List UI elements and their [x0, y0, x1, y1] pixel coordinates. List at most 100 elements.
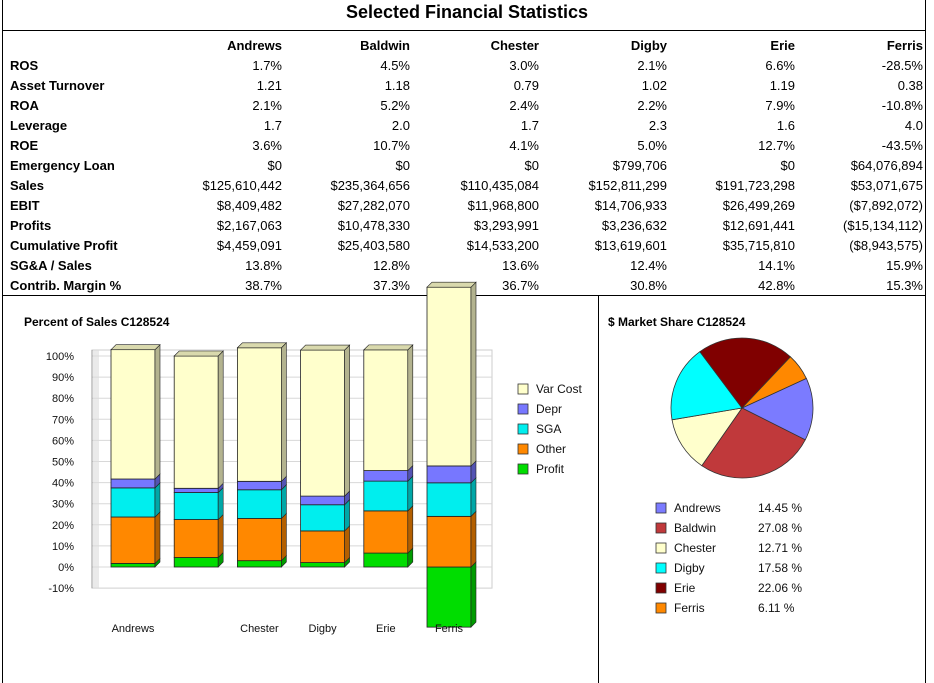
- bar-segment-other: [426, 515, 472, 568]
- pie-legend-label: Digby: [674, 561, 705, 575]
- pie-legend-swatch: [655, 502, 667, 514]
- bar-group-baldwin: [173, 350, 224, 568]
- bar-segment-side: [407, 505, 414, 554]
- bar-group-digby: [299, 344, 351, 568]
- y-tick-label: 100%: [46, 351, 74, 363]
- bar-segment-side: [154, 511, 161, 565]
- table-cell: $152,811,299: [588, 178, 667, 193]
- bar-segment-profit: [363, 552, 409, 568]
- legend-swatch: [517, 463, 529, 475]
- table-row: EBIT $8,409,482 $27,282,070 $11,968,800 $14,…: [10, 196, 923, 216]
- pie-legend-value: 14.45 %: [758, 501, 802, 515]
- bar-top: [236, 342, 288, 349]
- table-cell: $12,691,441: [722, 218, 795, 233]
- table-row: ROA 2.1% 5.2% 2.4% 2.2% 7.9% -10.8%: [10, 96, 923, 116]
- row-label: Asset Turnover: [10, 78, 105, 93]
- financial-stats-table: Andrews Baldwin Chester Digby Erie Ferri…: [10, 36, 923, 296]
- chart-divider: [598, 295, 599, 683]
- y-tick-label: 40%: [52, 478, 74, 490]
- table-cell: 0.38: [897, 78, 923, 93]
- table-cell: 15.9%: [886, 258, 923, 273]
- table-cell: 10.7%: [373, 138, 410, 153]
- x-tick-label: Ferris: [435, 623, 464, 635]
- bar-segment-side: [281, 484, 287, 520]
- bar-segment-side: [154, 482, 161, 518]
- title-divider: [2, 30, 926, 31]
- y-tick-label: 90%: [52, 372, 74, 384]
- bar-group-erie: [363, 344, 414, 568]
- table-cell: 4.5%: [380, 58, 410, 73]
- pie-legend-value: 17.58 %: [758, 561, 802, 575]
- bar-segment-other: [300, 530, 346, 563]
- table-cell: 5.0%: [637, 138, 667, 153]
- pie: [670, 337, 814, 479]
- table-cell: 13.6%: [502, 258, 539, 273]
- row-label: EBIT: [10, 198, 40, 213]
- bar-segment-profit: [173, 557, 219, 568]
- row-label: ROA: [10, 98, 39, 113]
- table-cell: 36.7%: [502, 278, 539, 293]
- table-cell: -43.5%: [881, 138, 923, 153]
- bar-segment-other: [363, 510, 409, 554]
- row-label: Emergency Loan: [10, 158, 115, 173]
- bar-segment-var-cost: [110, 349, 156, 480]
- table-cell: 1.7: [520, 118, 539, 133]
- table-cell: 1.18: [384, 78, 410, 93]
- legend-label: Var Cost: [536, 382, 582, 396]
- table-row: Contrib. Margin % 38.7% 37.3% 36.7% 30.8% 42.…: [10, 276, 923, 296]
- bar-segment-profit: [110, 563, 156, 568]
- bar-segment-side: [407, 344, 414, 472]
- header-company: Ferris: [886, 38, 923, 53]
- bar-top: [299, 344, 351, 351]
- table-row: Sales $125,610,442 $235,364,656 $110,435,08…: [10, 176, 923, 196]
- legend-swatch: [517, 443, 529, 455]
- table-cell: $27,282,070: [337, 198, 410, 213]
- row-label: Leverage: [10, 118, 68, 133]
- pie-slice-chester: [671, 407, 743, 467]
- table-row: ROE 3.6% 10.7% 4.1% 5.0% 12.7% -43.5%: [10, 136, 923, 156]
- row-label: Cumulative Profit: [10, 238, 118, 253]
- pie-legend-label: Chester: [674, 541, 716, 555]
- table-cell: 1.19: [769, 78, 795, 93]
- bar-top: [173, 350, 224, 357]
- bar-chart-title: Percent of Sales C128524: [24, 315, 170, 329]
- legend-label: Other: [536, 442, 566, 456]
- header-company: Andrews: [227, 38, 282, 53]
- table-cell: $26,499,269: [722, 198, 795, 213]
- table-row: Cumulative Profit $4,459,091 $25,403,580 $1…: [10, 236, 923, 256]
- table-row: Leverage 1.7 2.0 1.7 2.3 1.6 4.0: [10, 116, 923, 136]
- table-cell: 2.1%: [252, 98, 282, 113]
- table-cell: 1.21: [256, 78, 282, 93]
- legend-swatch: [517, 383, 529, 395]
- header-company: Chester: [490, 38, 539, 53]
- x-tick-label: Digby: [309, 623, 338, 635]
- bar-segment-sga: [236, 489, 282, 519]
- row-label: Profits: [10, 218, 52, 233]
- table-cell: $0: [524, 158, 539, 173]
- table-cell: $14,706,933: [594, 198, 667, 213]
- pie-legend-swatch: [655, 542, 667, 554]
- pie-legend-value: 22.06 %: [758, 581, 802, 595]
- table-header-row: Andrews Baldwin Chester Digby Erie Ferri…: [10, 36, 923, 56]
- bar-segment-depr: [363, 470, 409, 482]
- table-cell: 1.7%: [252, 58, 282, 73]
- header-company: Baldwin: [360, 38, 410, 53]
- pie-legend-swatch: [655, 522, 667, 534]
- page-title: Selected Financial Statistics: [345, 2, 589, 22]
- table-cell: -10.8%: [881, 98, 923, 113]
- table-cell: $125,610,442: [202, 178, 282, 193]
- table-cell: ($7,892,072): [849, 198, 923, 213]
- table-cell: $4,459,091: [216, 238, 282, 253]
- bar-top: [110, 344, 161, 350]
- legend-swatch: [517, 423, 529, 435]
- pie-legend-label: Ferris: [674, 601, 705, 615]
- pie-slice-erie: [699, 337, 791, 409]
- table-cell: $0: [780, 158, 795, 173]
- bar-segment-sga: [363, 480, 409, 512]
- pie-slice-digby: [670, 351, 743, 421]
- bar-segment-side: [217, 486, 224, 521]
- pie-legend-label: Baldwin: [674, 521, 716, 535]
- header-company: Erie: [770, 38, 795, 53]
- pie-slice-andrews: [741, 377, 814, 441]
